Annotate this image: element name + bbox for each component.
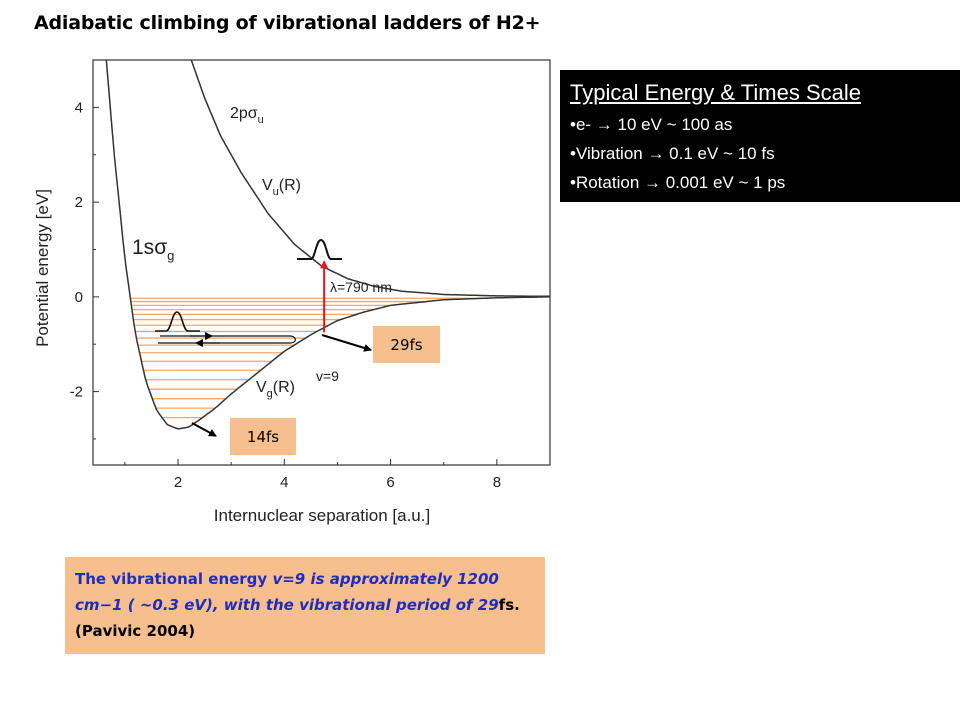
wavelength-annotation: λ=790 nm <box>330 279 392 295</box>
period-tag-14fs: 14fs <box>230 418 296 455</box>
x-tick-label: 2 <box>174 474 182 491</box>
curve-label-vg: Vg(R) <box>256 379 295 400</box>
period-tag-29fs: 29fs <box>373 326 440 363</box>
lower-wavepacket <box>155 311 200 332</box>
chart-ylabel: Potential energy [eV] <box>33 189 52 347</box>
level-annotation: v=9 <box>316 368 339 384</box>
scale-item-rotation: •Rotation → 0.001 eV ~ 1 ps <box>570 173 786 192</box>
y-tick-label: 0 <box>75 289 83 306</box>
potential-curves <box>105 59 551 430</box>
curve-label-vu: Vu(R) <box>262 177 301 198</box>
chart-xlabel: Internuclear separation [a.u.] <box>214 506 430 525</box>
y-tick-label: -2 <box>70 384 83 401</box>
x-tick-label: 4 <box>280 474 288 491</box>
y-tick-label: 4 <box>75 99 83 116</box>
y-tick-label: 2 <box>75 194 83 211</box>
state-label-vg: 1sσg <box>132 236 174 263</box>
vg-curve <box>105 59 551 430</box>
x-tick-label: 6 <box>386 474 394 491</box>
upper-wavepacket <box>297 238 342 260</box>
note-part-3: fs. (Pavivic 2004) <box>75 596 520 640</box>
plot-frame <box>92 59 551 466</box>
scale-box-heading: Typical Energy & Times Scale <box>570 80 862 105</box>
x-tick-label: 8 <box>493 474 501 491</box>
note-part-2: v=9 is approximately 1200 cm−1 ( ~0.3 eV… <box>75 570 499 614</box>
vu-curve <box>190 59 551 298</box>
energy-time-scale-box: Typical Energy & Times Scale •e- → 10 eV… <box>560 70 960 202</box>
scale-item-electron: •e- → 10 eV ~ 100 as <box>570 115 733 134</box>
chart-axes: 2 4 6 8 -2 0 2 4 <box>70 59 551 491</box>
scale-item-vibration: •Vibration → 0.1 eV ~ 10 fs <box>570 144 775 163</box>
slide-title: Adiabatic climbing of vibrational ladder… <box>34 12 541 34</box>
state-label-vu: 2pσu <box>230 105 264 126</box>
vibrational-energy-note: The vibrational energy v=9 is approximat… <box>65 557 545 654</box>
note-part-1: The vibrational energy <box>75 570 273 588</box>
vibrational-levels <box>130 297 484 419</box>
arrow-to-29fs <box>321 334 372 352</box>
arrow-to-14fs <box>191 422 217 437</box>
wavepacket-oscillation-arrow <box>158 335 296 344</box>
